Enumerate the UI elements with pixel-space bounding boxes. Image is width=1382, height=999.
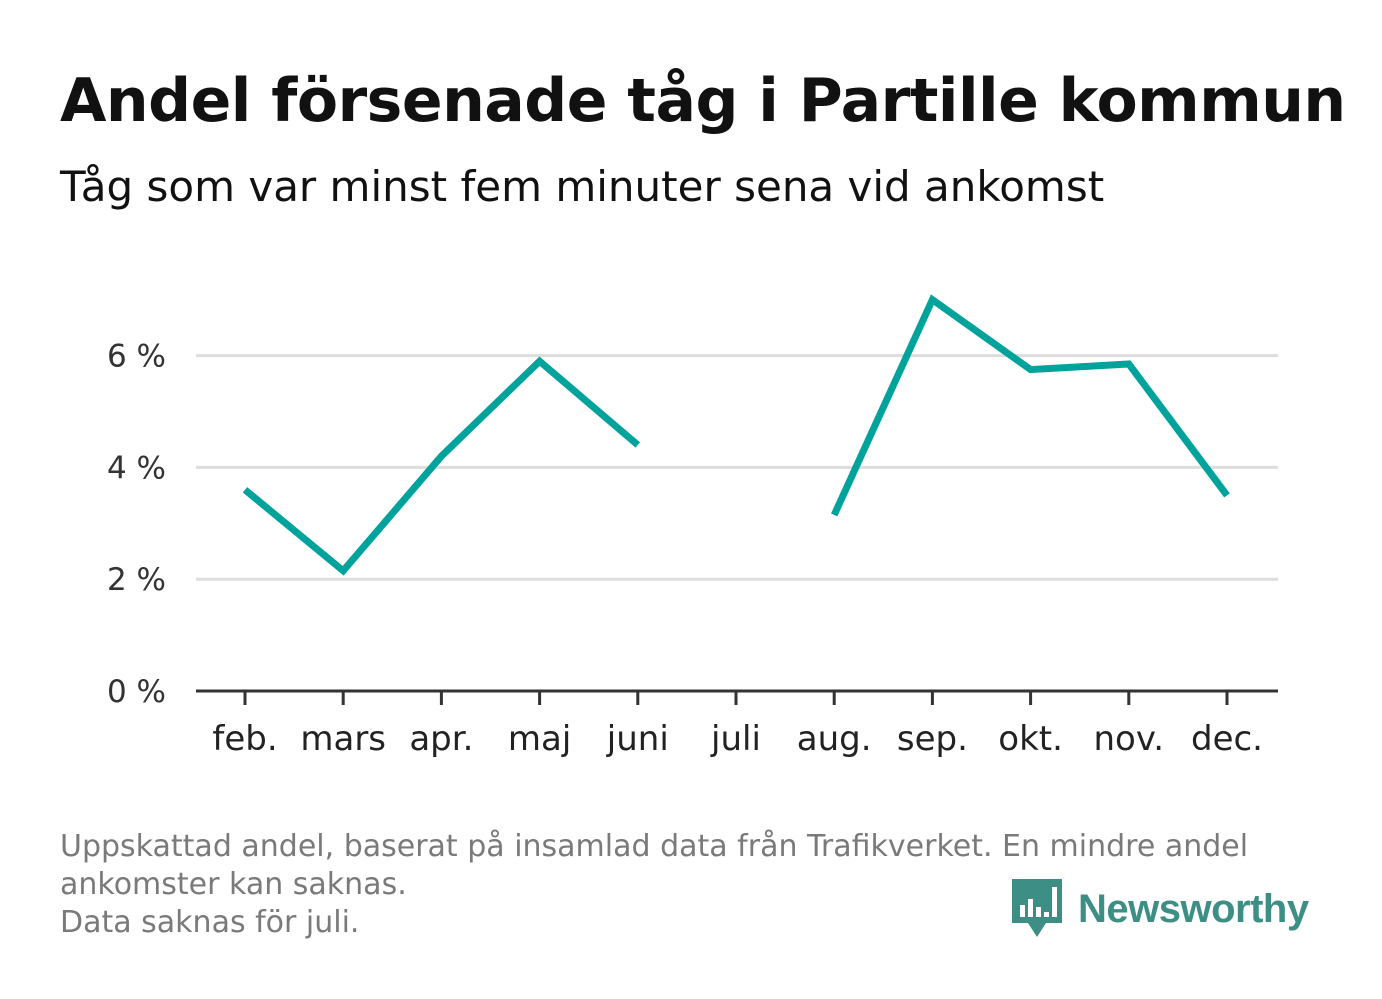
x-tick-label: aug. xyxy=(797,719,872,759)
series-lines xyxy=(242,294,1230,576)
x-tick-label: dec. xyxy=(1191,719,1263,759)
x-tick-label: mars xyxy=(300,719,386,759)
y-tick-label: 2 % xyxy=(107,562,166,598)
x-tick-label: juni xyxy=(606,719,669,759)
series-line-segment xyxy=(242,356,641,576)
y-tick-label: 4 % xyxy=(107,450,166,486)
footnote-line-1: Uppskattad andel, baserat på insamlad da… xyxy=(60,829,1249,864)
x-axis-ticks: feb. mars apr. maj juni juli aug. sep. okt. nov. d… xyxy=(212,691,1263,759)
x-tick-label: juli xyxy=(710,719,761,759)
grid-lines xyxy=(196,354,1278,581)
brand-logo: Newsworthy xyxy=(1012,878,1309,940)
x-tick-label: okt. xyxy=(998,719,1063,759)
x-tick-label: feb. xyxy=(212,719,277,759)
x-tick-label: nov. xyxy=(1093,719,1164,759)
footnote-line-2: ankomster kan saknas. xyxy=(60,867,407,902)
footnote-line-3: Data saknas för juli. xyxy=(60,905,360,940)
brand-name: Newsworthy xyxy=(1078,886,1309,931)
x-tick-label: apr. xyxy=(409,719,473,759)
chart-subtitle: Tåg som var minst fem minuter sena vid a… xyxy=(60,162,1105,211)
series-line-segment xyxy=(831,294,1230,517)
footnote: Uppskattad andel, baserat på insamlad da… xyxy=(60,828,1330,942)
x-tick-label: maj xyxy=(508,719,571,759)
y-tick-label: 0 % xyxy=(107,674,166,710)
y-tick-label: 6 % xyxy=(107,339,166,375)
bar-chart-speech-bubble-icon xyxy=(1012,879,1062,937)
x-tick-label: sep. xyxy=(897,719,968,759)
y-axis-ticks: 0 % 2 % 4 % 6 % xyxy=(107,339,166,710)
chart-title: Andel försenade tåg i Partille kommun xyxy=(60,66,1346,136)
